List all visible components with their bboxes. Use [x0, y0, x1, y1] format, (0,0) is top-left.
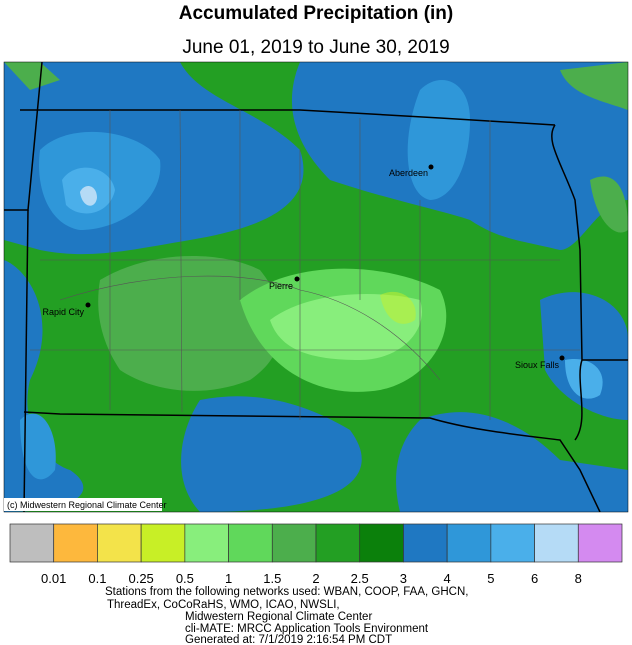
subtitle: June 01, 2019 to June 30, 2019 [182, 37, 449, 58]
legend-swatch [53, 523, 98, 563]
city-label: Aberdeen [389, 168, 428, 178]
city-label: Pierre [269, 281, 293, 291]
legend-label: 1 [225, 571, 232, 586]
legend-swatch [577, 523, 623, 563]
footer-line: Stations from the following networks use… [105, 586, 468, 598]
legend-label: 6 [531, 571, 538, 586]
legend-label: 5 [487, 571, 494, 586]
legend-swatch [97, 523, 142, 563]
footer: Stations from the following networks use… [105, 586, 468, 645]
map-credit: (c) Midwestern Regional Climate Center [7, 500, 167, 510]
legend-swatch [271, 523, 317, 563]
legend-swatch [315, 523, 361, 563]
legend-label: 1.5 [263, 571, 281, 586]
legend-swatch [446, 523, 492, 563]
precip-map: Aberdeen Pierre Rapid City Sioux Falls (… [3, 61, 629, 513]
legend-swatch [140, 523, 186, 563]
footer-line: cli-MATE: MRCC Application Tools Environ… [185, 623, 429, 635]
footer-line: ThreadEx, CoCoRaHS, WMO, ICAO, NWSLI, [107, 599, 340, 611]
legend-swatch [359, 523, 404, 563]
legend-label: 2 [312, 571, 319, 586]
city-label: Sioux Falls [515, 360, 560, 370]
legend-label: 0.5 [176, 571, 194, 586]
legend-swatch [184, 523, 229, 563]
legend-label: 3 [400, 571, 407, 586]
title: Accumulated Precipitation (in) [179, 3, 453, 24]
legend-swatch [9, 523, 55, 563]
legend: 0.01 0.1 0.25 0.5 1 1.5 2 2.5 3 4 5 6 8 [9, 523, 623, 586]
legend-label: 4 [444, 571, 451, 586]
legend-label: 0.25 [128, 571, 153, 586]
footer-line: Generated at: 7/1/2019 2:16:54 PM CDT [185, 634, 392, 645]
legend-swatch [534, 523, 579, 563]
legend-swatch [403, 523, 448, 563]
legend-label: 2.5 [351, 571, 369, 586]
legend-swatch [490, 523, 535, 563]
legend-label: 8 [575, 571, 582, 586]
footer-line: Midwestern Regional Climate Center [185, 611, 372, 623]
legend-label: 0.1 [88, 571, 106, 586]
city-label: Rapid City [42, 307, 84, 317]
legend-swatch [228, 523, 273, 563]
legend-label: 0.01 [41, 571, 66, 586]
